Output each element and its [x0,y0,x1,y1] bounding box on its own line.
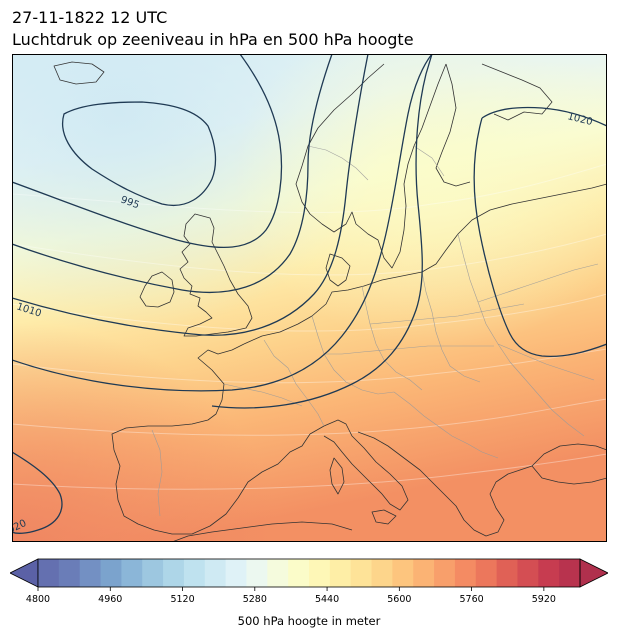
colorbar-tick-label: 4960 [98,594,122,605]
colorbar-swatch [454,559,477,587]
colorbar-swatch [58,559,81,587]
colorbar-frame [37,558,581,588]
weather-map: 995 1010 1020 1020 [12,54,607,542]
map-datetime: 27-11-1822 12 UTC [12,8,168,27]
colorbar-swatch [559,559,581,587]
colorbar-swatch [38,559,60,587]
country-borders [151,145,599,517]
colorbar-swatch [288,559,310,587]
colorbar-swatch [246,559,268,587]
isobars [12,54,607,534]
colorbar-tick-label: 5600 [387,594,411,605]
colorbar-label: 500 hPa hoogte in meter [237,614,381,628]
finland-coast [435,63,471,187]
isobar-1020-sw [12,451,63,534]
north-africa-coast [171,521,353,542]
mediterranean-coast [309,419,409,511]
colorbar-swatch [142,559,164,587]
colorbar-swatch [163,559,185,587]
colorbar-swatch [100,559,122,587]
map-frame [12,54,607,542]
kola-coast [481,63,553,121]
colorbar-swatch [392,559,414,587]
isobar-1020-east2 [473,117,607,358]
colorbar-ticks: 4800 4960 5120 5280 5440 5600 5760 5920 [26,587,556,605]
iceland-coast [53,61,105,85]
colorbar-tick-label: 5280 [243,594,267,605]
ireland-coast [139,271,175,308]
colorbar-tick-label: 5760 [460,594,484,605]
colorbar-swatches [10,558,608,588]
denmark-coast [325,253,351,287]
scandinavia-coast [295,63,447,269]
black-sea-coast [531,443,607,485]
map-title: Luchtdruk op zeeniveau in hPa en 500 hPa… [12,30,414,49]
isobar-1020-east [481,106,607,127]
corsica-sardinia [329,457,345,495]
colorbar-swatch [79,559,102,587]
colorbar-swatch [434,559,456,587]
colorbar-tick-label: 4800 [26,594,50,605]
isobar-1015a [12,54,433,392]
colorbar-swatch [413,559,435,587]
colorbar-tick-label: 5440 [315,594,339,605]
colorbar-swatch [267,559,289,587]
colorbar-swatch [350,559,373,587]
sicily-coast [371,509,397,525]
colorbar: 4800 4960 5120 5280 5440 5600 5760 5920 [10,558,608,605]
colorbar-swatch [121,559,143,587]
colorbar-swatch [329,559,352,587]
colorbar-swatch [225,559,247,587]
colorbar-swatch [309,559,331,587]
isobar-1015b [211,54,433,409]
colorbar-swatch [517,559,539,587]
colorbar-swatch [475,559,498,587]
colorbar-swatch [204,559,227,587]
colorbar-swatch [538,559,560,587]
height-bands [12,163,607,490]
balkans-coast [357,431,533,537]
colorbar-swatch [371,559,393,587]
colorbar-swatch [183,559,206,587]
colorbar-extend-max [579,558,608,588]
isobar-995 [62,101,217,206]
great-britain-coast [179,213,253,337]
colorbar-tick-label: 5120 [170,594,194,605]
isobar-1010 [12,54,369,336]
isobar-1005 [12,54,333,293]
colorbar-swatch [496,559,518,587]
isobar-1000 [12,54,283,248]
colorbar-tick-label: 5920 [532,594,556,605]
colorbar-extend-min [10,558,39,588]
france-iberia-coast [111,343,311,535]
